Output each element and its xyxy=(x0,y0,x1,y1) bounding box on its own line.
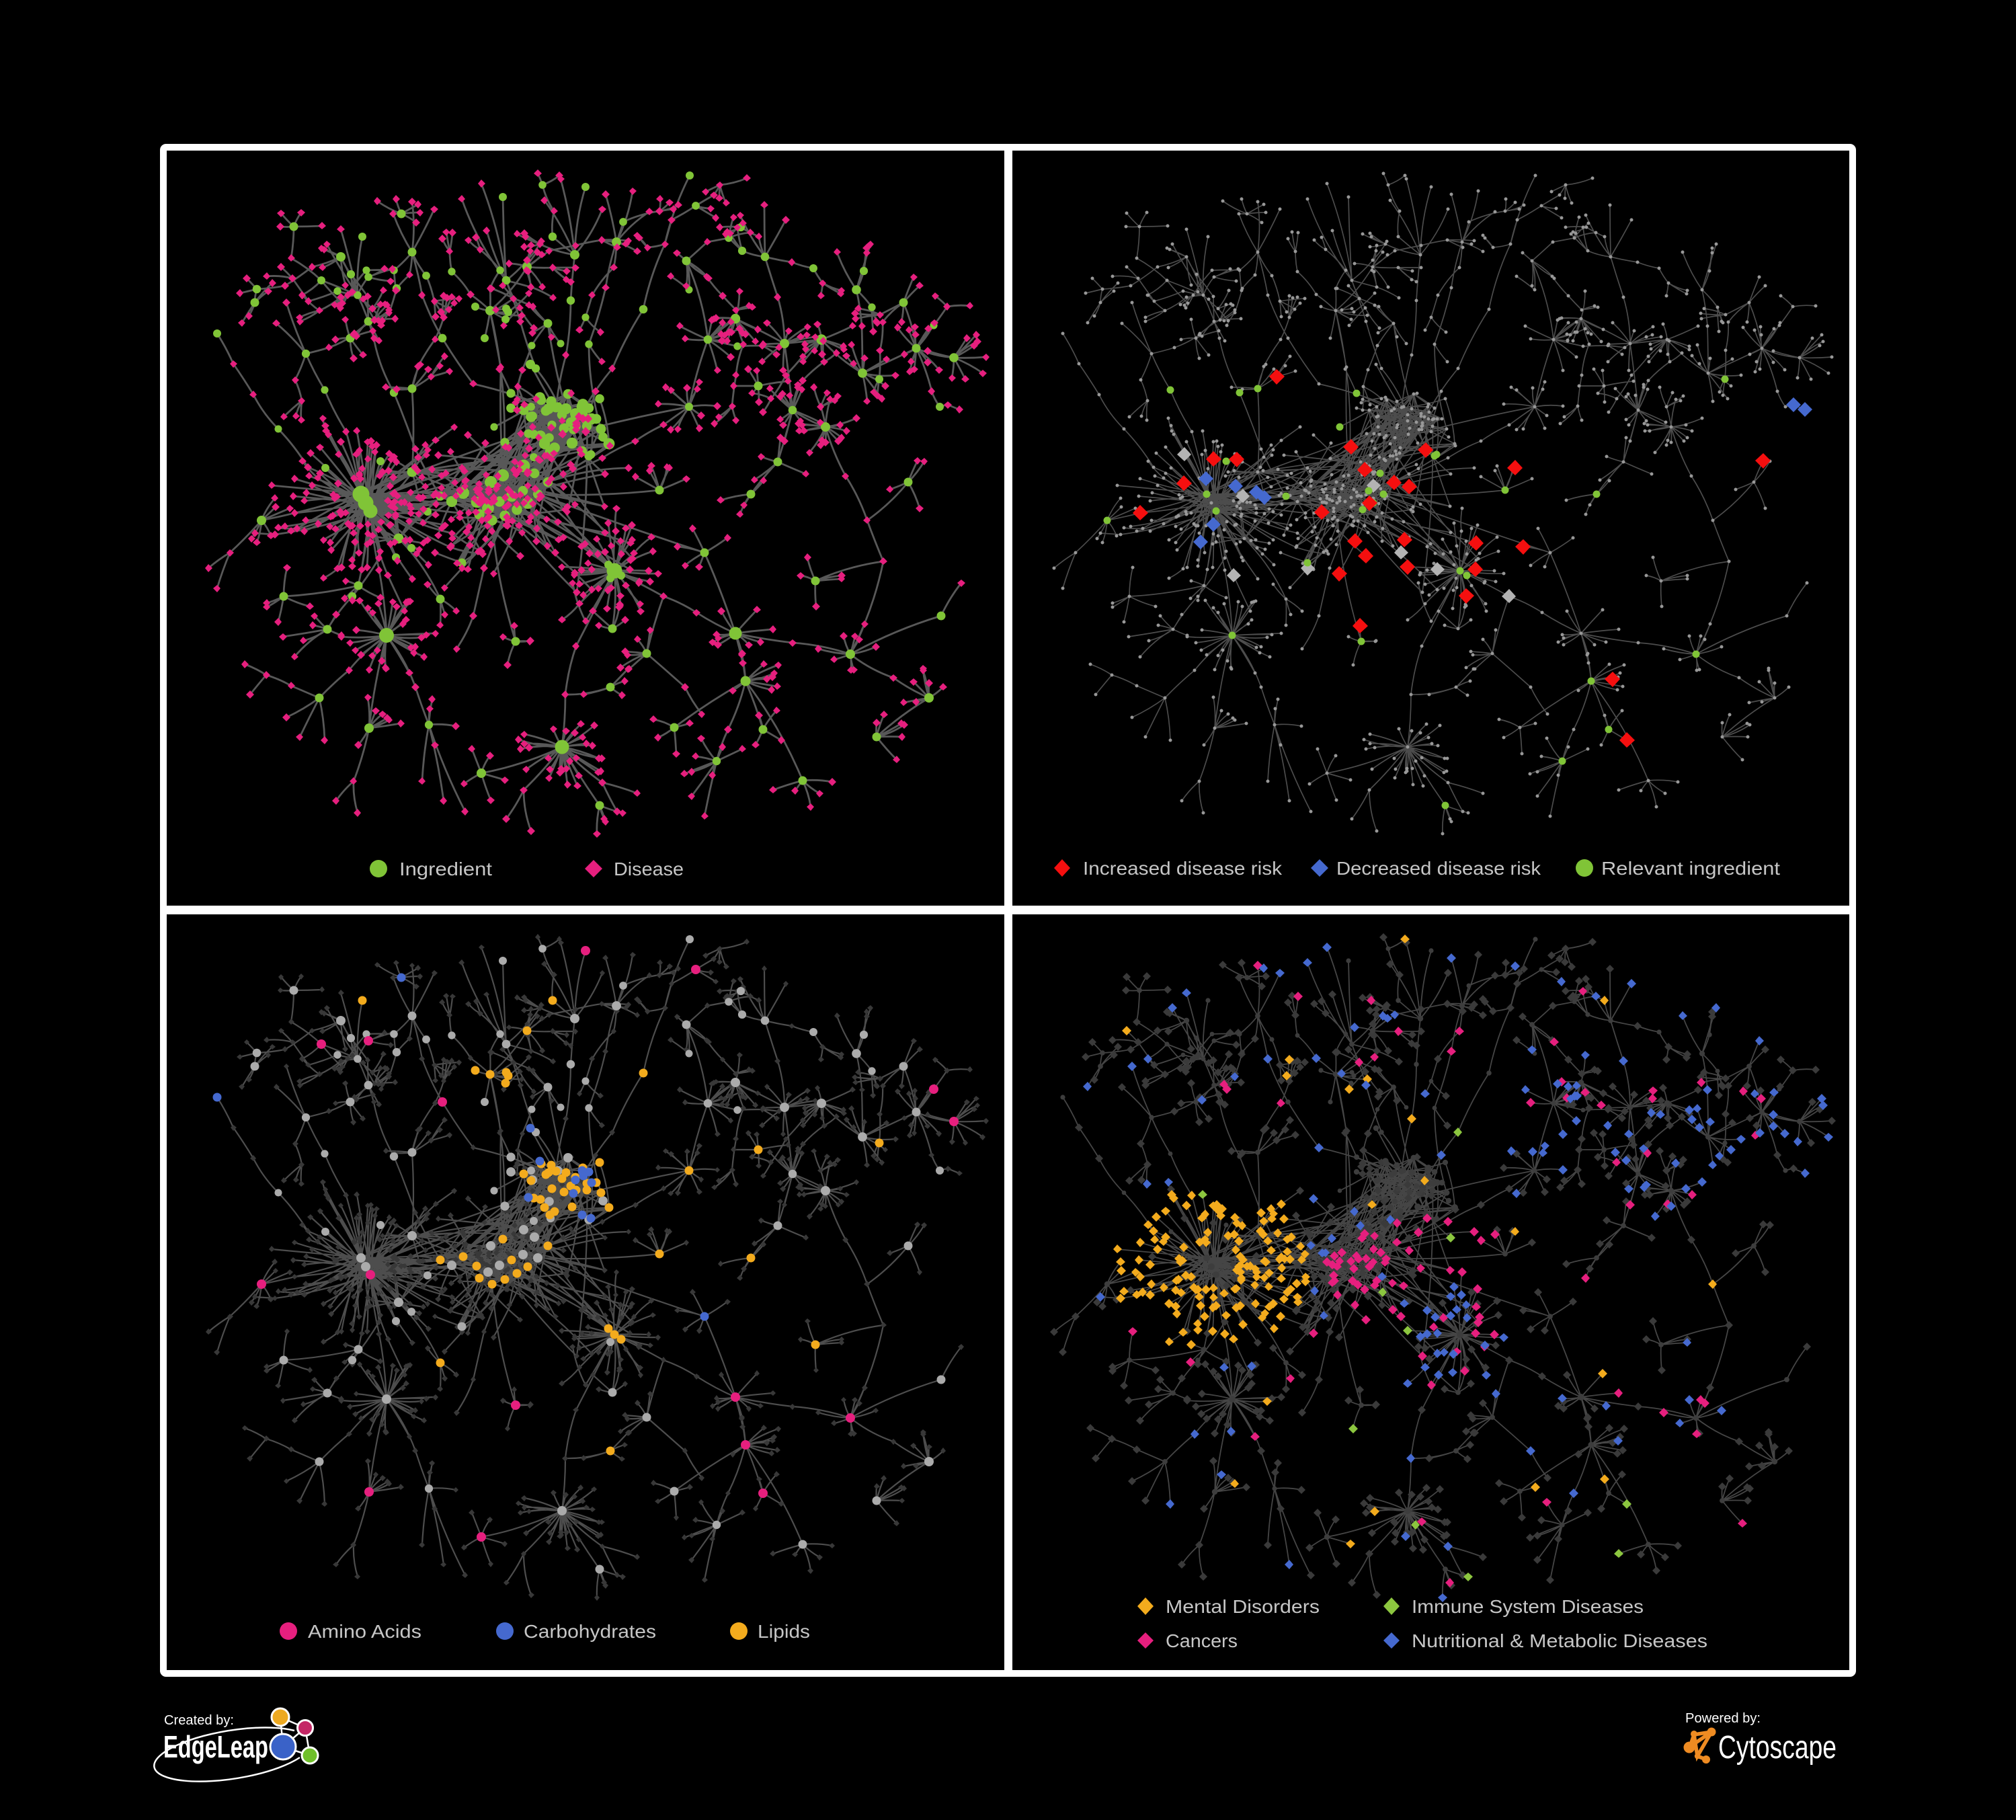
svg-text:Powered by:: Powered by: xyxy=(1685,1711,1761,1726)
svg-text:Ingredient: Ingredient xyxy=(399,859,492,879)
svg-text:Disease: Disease xyxy=(614,859,684,879)
svg-text:Created by:: Created by: xyxy=(164,1713,234,1728)
svg-text:EdgeLeap: EdgeLeap xyxy=(163,1729,268,1764)
svg-text:Relevant ingredient: Relevant ingredient xyxy=(1601,858,1780,879)
svg-text:Mental Disorders: Mental Disorders xyxy=(1166,1596,1320,1617)
svg-text:Carbohydrates: Carbohydrates xyxy=(524,1621,656,1642)
svg-text:Decreased disease risk: Decreased disease risk xyxy=(1336,858,1541,879)
svg-text:Nutritional & Metabolic Diseas: Nutritional & Metabolic Diseases xyxy=(1412,1630,1707,1651)
svg-text:Cancers: Cancers xyxy=(1166,1630,1238,1651)
svg-text:Cytoscape: Cytoscape xyxy=(1718,1730,1837,1766)
svg-text:Amino Acids: Amino Acids xyxy=(308,1621,421,1642)
svg-text:Increased disease risk: Increased disease risk xyxy=(1083,858,1283,879)
svg-text:Immune System Diseases: Immune System Diseases xyxy=(1412,1596,1644,1617)
svg-text:Lipids: Lipids xyxy=(758,1621,810,1642)
